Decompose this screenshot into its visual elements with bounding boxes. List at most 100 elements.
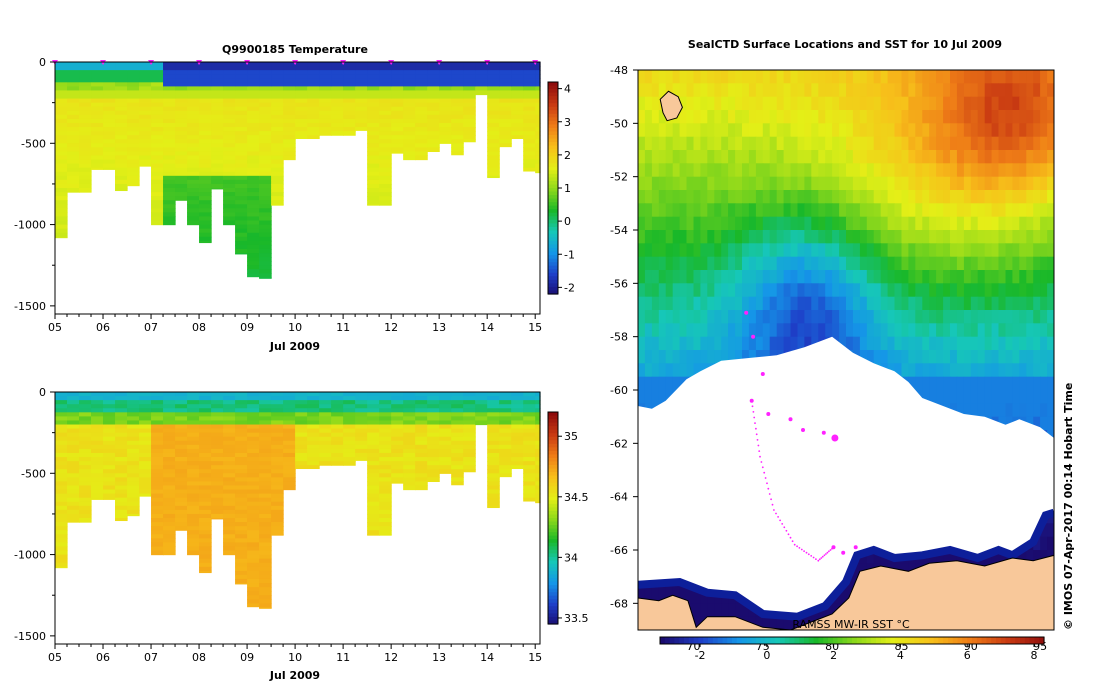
sst-cell <box>1019 376 1027 391</box>
section-cell <box>247 509 260 515</box>
sst-cell <box>748 256 757 271</box>
section-cell <box>367 66 380 71</box>
section-cell <box>91 102 104 108</box>
section-cell <box>199 175 212 181</box>
sst-cell <box>852 270 861 284</box>
section-cell <box>79 143 92 148</box>
section-cell <box>523 74 536 79</box>
section-cell <box>151 509 164 515</box>
section-cell <box>223 98 236 104</box>
sst-cell <box>811 323 819 338</box>
sst-cell <box>929 70 937 84</box>
section-cell <box>259 106 272 112</box>
section-cell <box>499 432 512 438</box>
section-cell <box>151 171 164 177</box>
sst-cell <box>963 203 972 218</box>
section-cell <box>115 151 128 157</box>
section-cell <box>499 94 512 100</box>
section-cell <box>463 428 476 434</box>
sst-cell <box>721 336 729 351</box>
section-cell <box>391 408 404 413</box>
section-cell <box>235 70 248 75</box>
section-cell <box>55 175 68 181</box>
sst-cell <box>721 123 729 138</box>
sst-cell <box>991 176 1000 191</box>
section-cell <box>319 457 332 462</box>
sst-cell <box>880 336 889 351</box>
section-cell <box>355 424 368 430</box>
section-cell <box>187 90 200 96</box>
section-cell <box>535 135 541 140</box>
section-cell <box>379 78 392 83</box>
section-cell <box>79 183 92 189</box>
section-cell <box>427 70 440 75</box>
section-cell <box>259 578 272 584</box>
sst-cell <box>956 123 965 138</box>
section-cell <box>211 469 224 474</box>
section-cell <box>127 473 140 478</box>
sst-cell <box>755 203 764 218</box>
sst-cell <box>1047 310 1054 324</box>
section-cell <box>55 122 68 128</box>
section-cell <box>55 513 68 519</box>
section-cell <box>283 428 296 434</box>
section-cell <box>67 416 80 422</box>
sst-cell <box>1047 70 1054 84</box>
section-cell <box>175 526 188 531</box>
sst-cell <box>991 376 1000 391</box>
sst-cell <box>839 110 847 124</box>
section-cell <box>271 106 284 112</box>
sst-cell <box>735 283 743 298</box>
sst-cell <box>859 230 868 244</box>
section-cell <box>211 78 224 83</box>
section-cell <box>115 127 128 132</box>
sst-cell <box>943 390 951 404</box>
sst-cell <box>665 203 674 218</box>
sst-cell <box>693 363 701 378</box>
sst-cell <box>963 150 972 164</box>
section-cell <box>223 175 236 181</box>
section-cell <box>367 481 380 487</box>
section-cell <box>139 424 152 430</box>
section-cell <box>235 122 248 128</box>
sst-cell <box>762 323 771 338</box>
section-cell <box>103 122 116 128</box>
section-cell <box>343 440 356 446</box>
section-cell <box>463 440 476 446</box>
section-cell <box>79 392 92 397</box>
sst-cell <box>950 323 958 338</box>
sst-cell <box>651 96 660 111</box>
section-cell <box>55 220 68 226</box>
sst-cell <box>1047 203 1054 218</box>
sst-cell <box>984 403 993 418</box>
section-cell <box>175 110 188 116</box>
sst-cell <box>873 216 882 231</box>
section-cell <box>199 522 212 527</box>
sst-cell <box>839 336 847 351</box>
sst-cell <box>943 230 951 244</box>
sst-cell <box>998 136 1006 151</box>
sst-cell <box>922 176 930 191</box>
sst-cell <box>769 283 778 298</box>
sst-cell <box>963 190 972 204</box>
section-cell <box>283 469 296 474</box>
section-cell <box>67 175 80 181</box>
section-cell <box>415 62 428 67</box>
sst-cell <box>1026 163 1034 178</box>
section-cell <box>295 94 308 100</box>
sst-cell <box>693 176 701 191</box>
section-cell <box>295 392 308 397</box>
section-cell <box>367 118 380 124</box>
sst-cell <box>769 96 778 111</box>
sst-cell <box>1040 96 1048 111</box>
sst-cell <box>728 230 736 244</box>
sst-cell <box>1040 230 1048 244</box>
section-cell <box>259 110 272 116</box>
section-cell <box>403 448 416 454</box>
sst-cell <box>977 96 986 111</box>
sst-cell <box>839 190 847 204</box>
sst-cell <box>783 96 792 111</box>
section-cell <box>271 526 284 531</box>
section-cell <box>223 396 236 401</box>
section-cell <box>415 94 428 100</box>
